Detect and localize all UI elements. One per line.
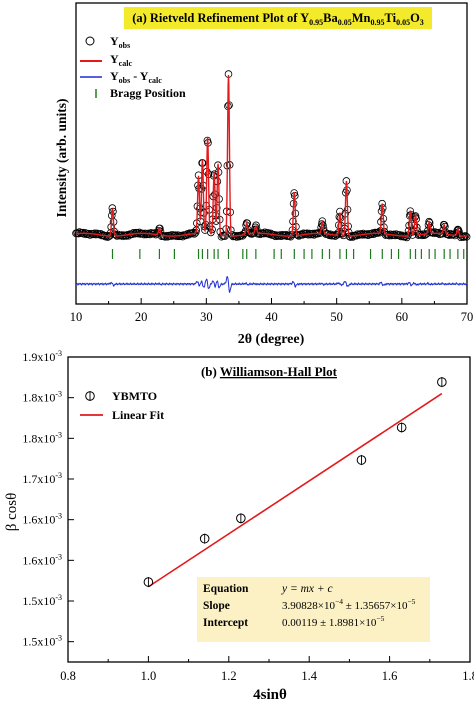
fit-intercept-value: 0.00119 ± 1.8981×10−5 bbox=[282, 614, 385, 629]
fit-equation-value: y = mx + c bbox=[281, 583, 333, 595]
x-tick-label: 10 bbox=[70, 310, 83, 324]
rietveld-panel: (a) Rietveld Refinement Plot of Y0.95Ba0… bbox=[54, 2, 474, 347]
rietveld-x-ticks: 10 20 30 40 50 60 70 bbox=[70, 298, 474, 324]
observed-point bbox=[271, 232, 280, 241]
fit-slope-value: 3.90828×10−4 ± 1.35657×10−5 bbox=[282, 597, 416, 612]
wh-x-axis-label: 4sinθ bbox=[253, 687, 287, 703]
observed-point bbox=[374, 228, 383, 236]
x-tick-label: 1.2 bbox=[221, 669, 237, 683]
observed-point bbox=[235, 232, 243, 241]
y-tick-label: 1.6x10-3 bbox=[22, 512, 62, 527]
fit-info-background bbox=[197, 577, 430, 642]
observed-point bbox=[460, 233, 469, 241]
x-tick-label: 0.8 bbox=[60, 669, 76, 683]
y-tick-label: 1.8x10-3 bbox=[22, 430, 62, 445]
observed-point bbox=[156, 227, 165, 236]
observed-point bbox=[252, 225, 261, 234]
legend-bragg-label: Bragg Position bbox=[110, 86, 186, 100]
observed-point bbox=[346, 233, 355, 241]
legend-calc-label: Ycalc bbox=[110, 52, 132, 68]
observed-point bbox=[232, 233, 241, 241]
observed-point bbox=[349, 233, 357, 241]
legend-obs-label: Yobs bbox=[110, 34, 130, 50]
rietveld-plot-frame bbox=[75, 2, 468, 305]
legend-linear-fit-label: Linear Fit bbox=[112, 408, 164, 422]
observed-point bbox=[456, 233, 465, 241]
observed-point bbox=[315, 228, 323, 237]
x-tick-label: 1.8 bbox=[462, 669, 474, 683]
rietveld-title-background bbox=[124, 7, 432, 29]
observed-point bbox=[454, 225, 462, 234]
fit-slope-label: Slope bbox=[203, 600, 230, 612]
observed-point bbox=[112, 231, 120, 239]
rietveld-x-axis-label: 2θ (degree) bbox=[238, 332, 305, 347]
y-tick-label: 1.8x10-3 bbox=[22, 390, 62, 405]
x-tick-label: 40 bbox=[265, 310, 278, 324]
observed-point bbox=[428, 228, 437, 237]
observed-point bbox=[79, 228, 87, 237]
observed-point bbox=[140, 230, 148, 239]
y-tick-label: 1.5x10-3 bbox=[22, 634, 62, 649]
observed-point bbox=[453, 226, 462, 235]
x-tick-label: 1.6 bbox=[382, 669, 398, 683]
rietveld-legend: Yobs Ycalc Yobs - Ycalc Bragg Position bbox=[80, 34, 186, 100]
calculated-curve-layer bbox=[75, 75, 468, 237]
bragg-positions-layer bbox=[111, 249, 465, 259]
wh-legend: YBMTO Linear Fit bbox=[80, 389, 164, 422]
fit-intercept-label: Intercept bbox=[203, 617, 248, 629]
y-tick-label: 1.9x10-3 bbox=[22, 349, 62, 364]
williamson-hall-panel: (b) Williamson-Hall Plot YBMTO Linear Fi… bbox=[4, 349, 474, 703]
x-tick-label: 20 bbox=[135, 310, 148, 324]
difference-curve bbox=[75, 275, 468, 294]
y-tick-label: 1.6x10-3 bbox=[22, 552, 62, 567]
calculated-curve bbox=[75, 75, 468, 237]
wh-y-axis-label: β cosθ bbox=[4, 493, 20, 532]
fit-info-box: Equation y = mx + c Slope 3.90828×10−4 ±… bbox=[197, 577, 430, 642]
observed-point bbox=[161, 233, 169, 241]
y-tick-label: 1.5x10-3 bbox=[22, 593, 62, 608]
x-tick-label: 70 bbox=[461, 310, 474, 324]
rietveld-title: (a) Rietveld Refinement Plot of Y0.95Ba0… bbox=[132, 11, 424, 27]
x-tick-label: 50 bbox=[330, 310, 343, 324]
observed-point bbox=[295, 232, 303, 240]
observed-point bbox=[462, 233, 471, 241]
observed-point bbox=[103, 233, 112, 241]
x-tick-label: 1.0 bbox=[141, 669, 157, 683]
wh-points-layer bbox=[143, 377, 447, 588]
rietveld-y-axis-label: Intensity (arb. units) bbox=[54, 99, 69, 218]
fit-equation-label: Equation bbox=[203, 583, 249, 595]
x-tick-label: 30 bbox=[200, 310, 213, 324]
x-tick-label: 60 bbox=[396, 310, 409, 324]
wh-axis-ticks: 0.8 1.0 1.2 1.4 1.6 1.8 1.5x10-3 1.5x10-3 1.6x10… bbox=[22, 349, 474, 683]
legend-ybmto-label: YBMTO bbox=[112, 389, 157, 403]
legend-obs-marker bbox=[85, 36, 95, 46]
observed-point bbox=[129, 228, 138, 237]
x-tick-label: 1.4 bbox=[301, 669, 317, 683]
y-tick-label: 1.7x10-3 bbox=[22, 471, 62, 486]
linear-fit-line bbox=[147, 392, 443, 588]
wh-title: (b) Williamson-Hall Plot bbox=[201, 364, 338, 379]
difference-curve-layer bbox=[75, 275, 468, 294]
legend-diff-label: Yobs - Ycalc bbox=[110, 69, 162, 85]
linear-fit-layer bbox=[147, 392, 443, 588]
